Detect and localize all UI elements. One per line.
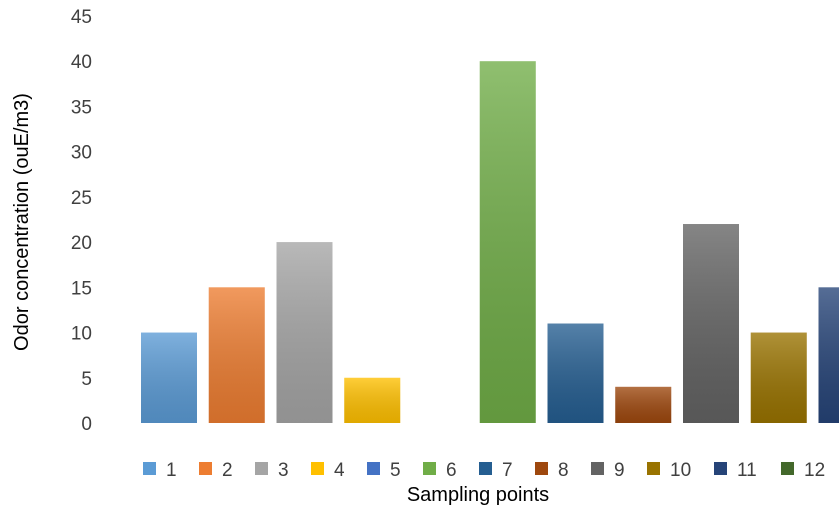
legend-swatch-7	[479, 462, 492, 475]
bar-2-shading	[208, 287, 265, 423]
y-axis-ticks: 0 5 10 15 20 25 30 35 40 45	[71, 7, 92, 435]
legend-swatch-6	[423, 462, 436, 475]
legend-swatch-3	[255, 462, 268, 475]
y-tick-label: 30	[71, 143, 92, 164]
y-tick-label: 15	[71, 278, 92, 299]
y-axis-title: Odor concentration (ouE/m3)	[11, 93, 33, 351]
x-axis-title: Sampling points	[407, 484, 549, 506]
legend-label-11: 11	[737, 460, 757, 481]
bar-11-shading	[818, 287, 839, 423]
y-tick-label: 35	[71, 97, 92, 118]
legend-swatch-5	[367, 462, 380, 475]
legend-label-6: 6	[446, 460, 457, 481]
legend-swatch-12	[781, 462, 794, 475]
y-tick-label: 45	[71, 7, 92, 28]
legend-swatch-9	[591, 462, 604, 475]
bar-7-shading	[547, 323, 604, 423]
legend-swatch-10	[647, 462, 660, 475]
y-tick-label: 20	[71, 233, 92, 254]
legend-label-7: 7	[502, 460, 513, 481]
bar-8-shading	[615, 386, 672, 423]
legend-swatch-2	[199, 462, 212, 475]
bar-4-shading	[344, 377, 401, 423]
legend-swatch-11	[714, 462, 727, 475]
y-tick-label: 5	[81, 369, 92, 390]
bar-1-shading	[141, 332, 197, 423]
legend-label-2: 2	[222, 460, 233, 481]
legend-label-10: 10	[670, 460, 691, 481]
y-tick-label: 10	[71, 324, 92, 345]
legend-label-5: 5	[390, 460, 401, 481]
legend-label-4: 4	[334, 460, 345, 481]
bar-6-shading	[479, 61, 536, 423]
bar-3-shading	[276, 242, 333, 423]
legend-label-9: 9	[614, 460, 625, 481]
bars	[141, 61, 839, 423]
bar-10-shading	[750, 332, 807, 423]
y-tick-label: 40	[71, 52, 92, 73]
y-tick-label: 0	[81, 414, 92, 435]
y-tick-label: 25	[71, 188, 92, 209]
legend-swatch-1	[143, 462, 156, 475]
legend-swatch-8	[535, 462, 548, 475]
legend-swatch-4	[311, 462, 324, 475]
legend-label-3: 3	[278, 460, 289, 481]
legend-label-12: 12	[804, 460, 825, 481]
legend: 1 2 3 4 5 6 7 8 9 10 11 12	[143, 460, 825, 481]
legend-label-8: 8	[558, 460, 569, 481]
legend-label-1: 1	[166, 460, 177, 481]
bar-9-shading	[683, 224, 739, 423]
